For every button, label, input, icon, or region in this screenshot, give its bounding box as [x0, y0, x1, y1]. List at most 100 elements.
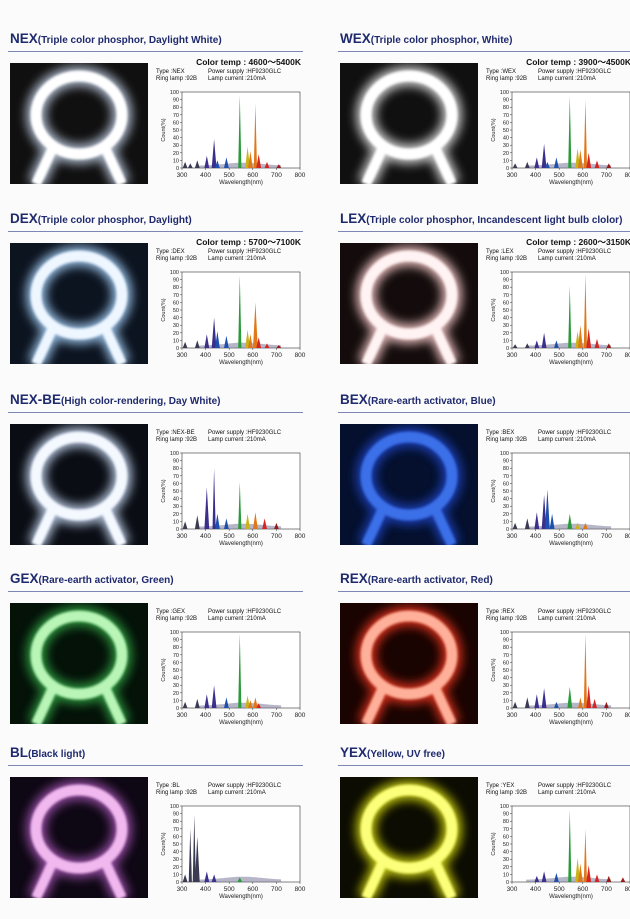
lamp-code: YEX	[340, 745, 368, 760]
spectrum-peak	[248, 151, 253, 168]
power-value: HF9230GLC	[577, 609, 612, 615]
spectrum-peak	[549, 513, 555, 529]
lamp-specs: Type :NEX Power supply :HF9230GLC Ring la…	[156, 69, 281, 83]
y-tick-label: 10	[173, 158, 179, 164]
y-tick-label: 80	[503, 285, 509, 291]
lamp-header: YEX(Yellow, UV free)	[338, 742, 630, 766]
spectrum-peak	[554, 872, 559, 882]
lamp-code: WEX	[340, 31, 371, 46]
y-axis-label: Count(%)	[161, 479, 167, 502]
x-tick-label: 400	[530, 533, 541, 540]
y-tick-label: 90	[173, 278, 179, 284]
spectrum-peak	[594, 338, 600, 348]
lamp-description: (Black light)	[28, 749, 86, 760]
current-label: Lamp current :	[208, 616, 247, 622]
x-tick-label: 800	[625, 172, 630, 179]
x-tick-label: 300	[507, 712, 518, 719]
color-temp-label: Color temp :	[526, 237, 577, 247]
x-tick-label: 600	[577, 712, 588, 719]
y-tick-label: 100	[170, 90, 179, 96]
spectrum-peak	[211, 317, 217, 348]
y-tick-label: 40	[173, 136, 179, 142]
x-tick-label: 500	[554, 172, 565, 179]
spectrum-peak	[578, 863, 583, 882]
type-value: LEX	[502, 249, 514, 255]
x-tick-label: 800	[625, 886, 630, 893]
lamp-description: (Triple color phosphor, Incandescent lig…	[366, 215, 623, 226]
y-tick-label: 90	[173, 459, 179, 465]
lamp-specs: Type :DEX Power supply :HF9230GLC Ring la…	[156, 249, 281, 263]
y-tick-label: 70	[173, 474, 179, 480]
type-label: Type :	[486, 430, 503, 436]
spectrum-peak	[583, 99, 587, 168]
x-axis-label: Wavelength(nm)	[549, 360, 593, 366]
y-tick-label: 20	[173, 151, 179, 157]
color-temperature: Color temp : 3900～4500K	[526, 56, 630, 68]
spectrum-peak	[568, 95, 572, 168]
type-value: BL	[172, 783, 180, 789]
y-axis-label: Count(%)	[491, 298, 497, 321]
y-tick-label: 50	[173, 668, 179, 674]
spectrum-peak	[541, 688, 547, 708]
x-tick-label: 300	[177, 172, 188, 179]
spectrum-peak	[238, 633, 242, 708]
y-tick-label: 0	[506, 166, 509, 172]
x-tick-label: 500	[224, 712, 235, 719]
x-axis-label: Wavelength(nm)	[549, 180, 593, 186]
spectrum-peak	[578, 697, 583, 708]
y-tick-label: 30	[503, 857, 509, 863]
lamp-card: YEX(Yellow, UV free) Type :YEX Power supp…	[338, 742, 630, 907]
color-temperature: Color temp : 5700～7100K	[196, 236, 301, 248]
lamp-photo	[10, 424, 148, 545]
x-axis-label: Wavelength(nm)	[549, 894, 593, 900]
spectrum-peak	[568, 809, 572, 882]
y-axis-label: Count(%)	[491, 832, 497, 855]
spectrum-peak	[583, 522, 588, 529]
x-tick-label: 700	[271, 352, 282, 359]
lamp-code: GEX	[10, 571, 39, 586]
ring-value: 92B	[516, 437, 528, 443]
spectrum-peak	[256, 154, 262, 168]
x-tick-label: 500	[554, 886, 565, 893]
spectrum-peak	[192, 815, 196, 882]
x-tick-label: 600	[247, 712, 258, 719]
spectrum-peak	[253, 103, 257, 168]
spectrum-peak	[534, 340, 540, 348]
current-value: 210mA	[576, 616, 596, 622]
y-tick-label: 90	[173, 638, 179, 644]
lamp-code: BL	[10, 745, 28, 760]
y-tick-label: 70	[503, 474, 509, 480]
ring-value: 92B	[516, 76, 528, 82]
spectrum-peak	[606, 163, 612, 168]
y-tick-label: 20	[503, 512, 509, 518]
current-value: 210mA	[246, 790, 266, 796]
spectrum-peak	[253, 697, 258, 708]
current-label: Lamp current :	[538, 437, 577, 443]
power-value: HF9230GLC	[577, 783, 612, 789]
y-tick-label: 70	[503, 827, 509, 833]
type-label: Type :	[156, 430, 173, 436]
current-label: Lamp current :	[538, 616, 577, 622]
spectrum-peak	[204, 871, 210, 882]
spectrum-peak	[245, 695, 250, 708]
lamp-description: (Triple color phosphor, Daylight)	[37, 215, 192, 226]
lamp-description: (Rare-earth activator, Blue)	[367, 396, 496, 407]
spectrum-peak	[237, 877, 243, 882]
x-tick-label: 700	[601, 533, 612, 540]
spectrum-peak	[583, 273, 587, 348]
y-tick-label: 100	[500, 451, 509, 457]
type-value: REX	[502, 609, 515, 615]
spectrum-peak	[194, 698, 200, 708]
y-tick-label: 90	[503, 459, 509, 465]
x-tick-label: 500	[224, 352, 235, 359]
spectrum-peak	[274, 522, 279, 529]
x-tick-label: 800	[625, 712, 630, 719]
spectrum-peak	[583, 633, 587, 708]
y-tick-label: 70	[173, 113, 179, 119]
